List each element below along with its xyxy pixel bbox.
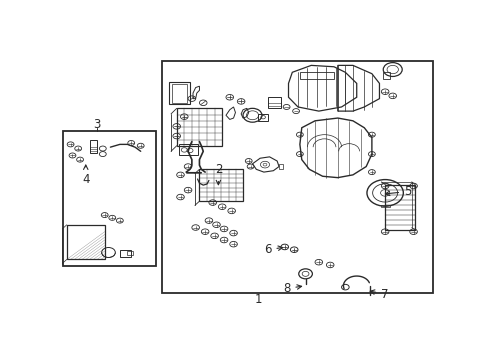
Text: 8: 8 — [283, 282, 301, 295]
Bar — [383, 72, 389, 79]
Bar — [176, 108, 222, 146]
Text: 2: 2 — [214, 163, 222, 185]
Bar — [178, 144, 197, 156]
Bar — [120, 250, 131, 257]
Bar — [169, 82, 189, 104]
Text: 6: 6 — [264, 243, 282, 256]
Bar — [63, 131, 156, 266]
Bar — [380, 205, 389, 207]
Text: 3: 3 — [93, 118, 101, 131]
Bar — [267, 97, 280, 108]
Text: 7: 7 — [369, 288, 388, 301]
Text: 5: 5 — [385, 185, 410, 198]
Bar — [89, 140, 97, 153]
Bar — [199, 169, 243, 201]
Bar — [299, 72, 333, 79]
Bar — [67, 225, 104, 260]
Text: 1: 1 — [254, 293, 262, 306]
Bar — [171, 84, 186, 103]
Bar — [385, 185, 415, 230]
Bar — [258, 114, 267, 121]
Bar — [161, 61, 432, 293]
Text: 4: 4 — [82, 165, 89, 185]
Bar — [127, 251, 133, 255]
Bar — [279, 164, 282, 169]
